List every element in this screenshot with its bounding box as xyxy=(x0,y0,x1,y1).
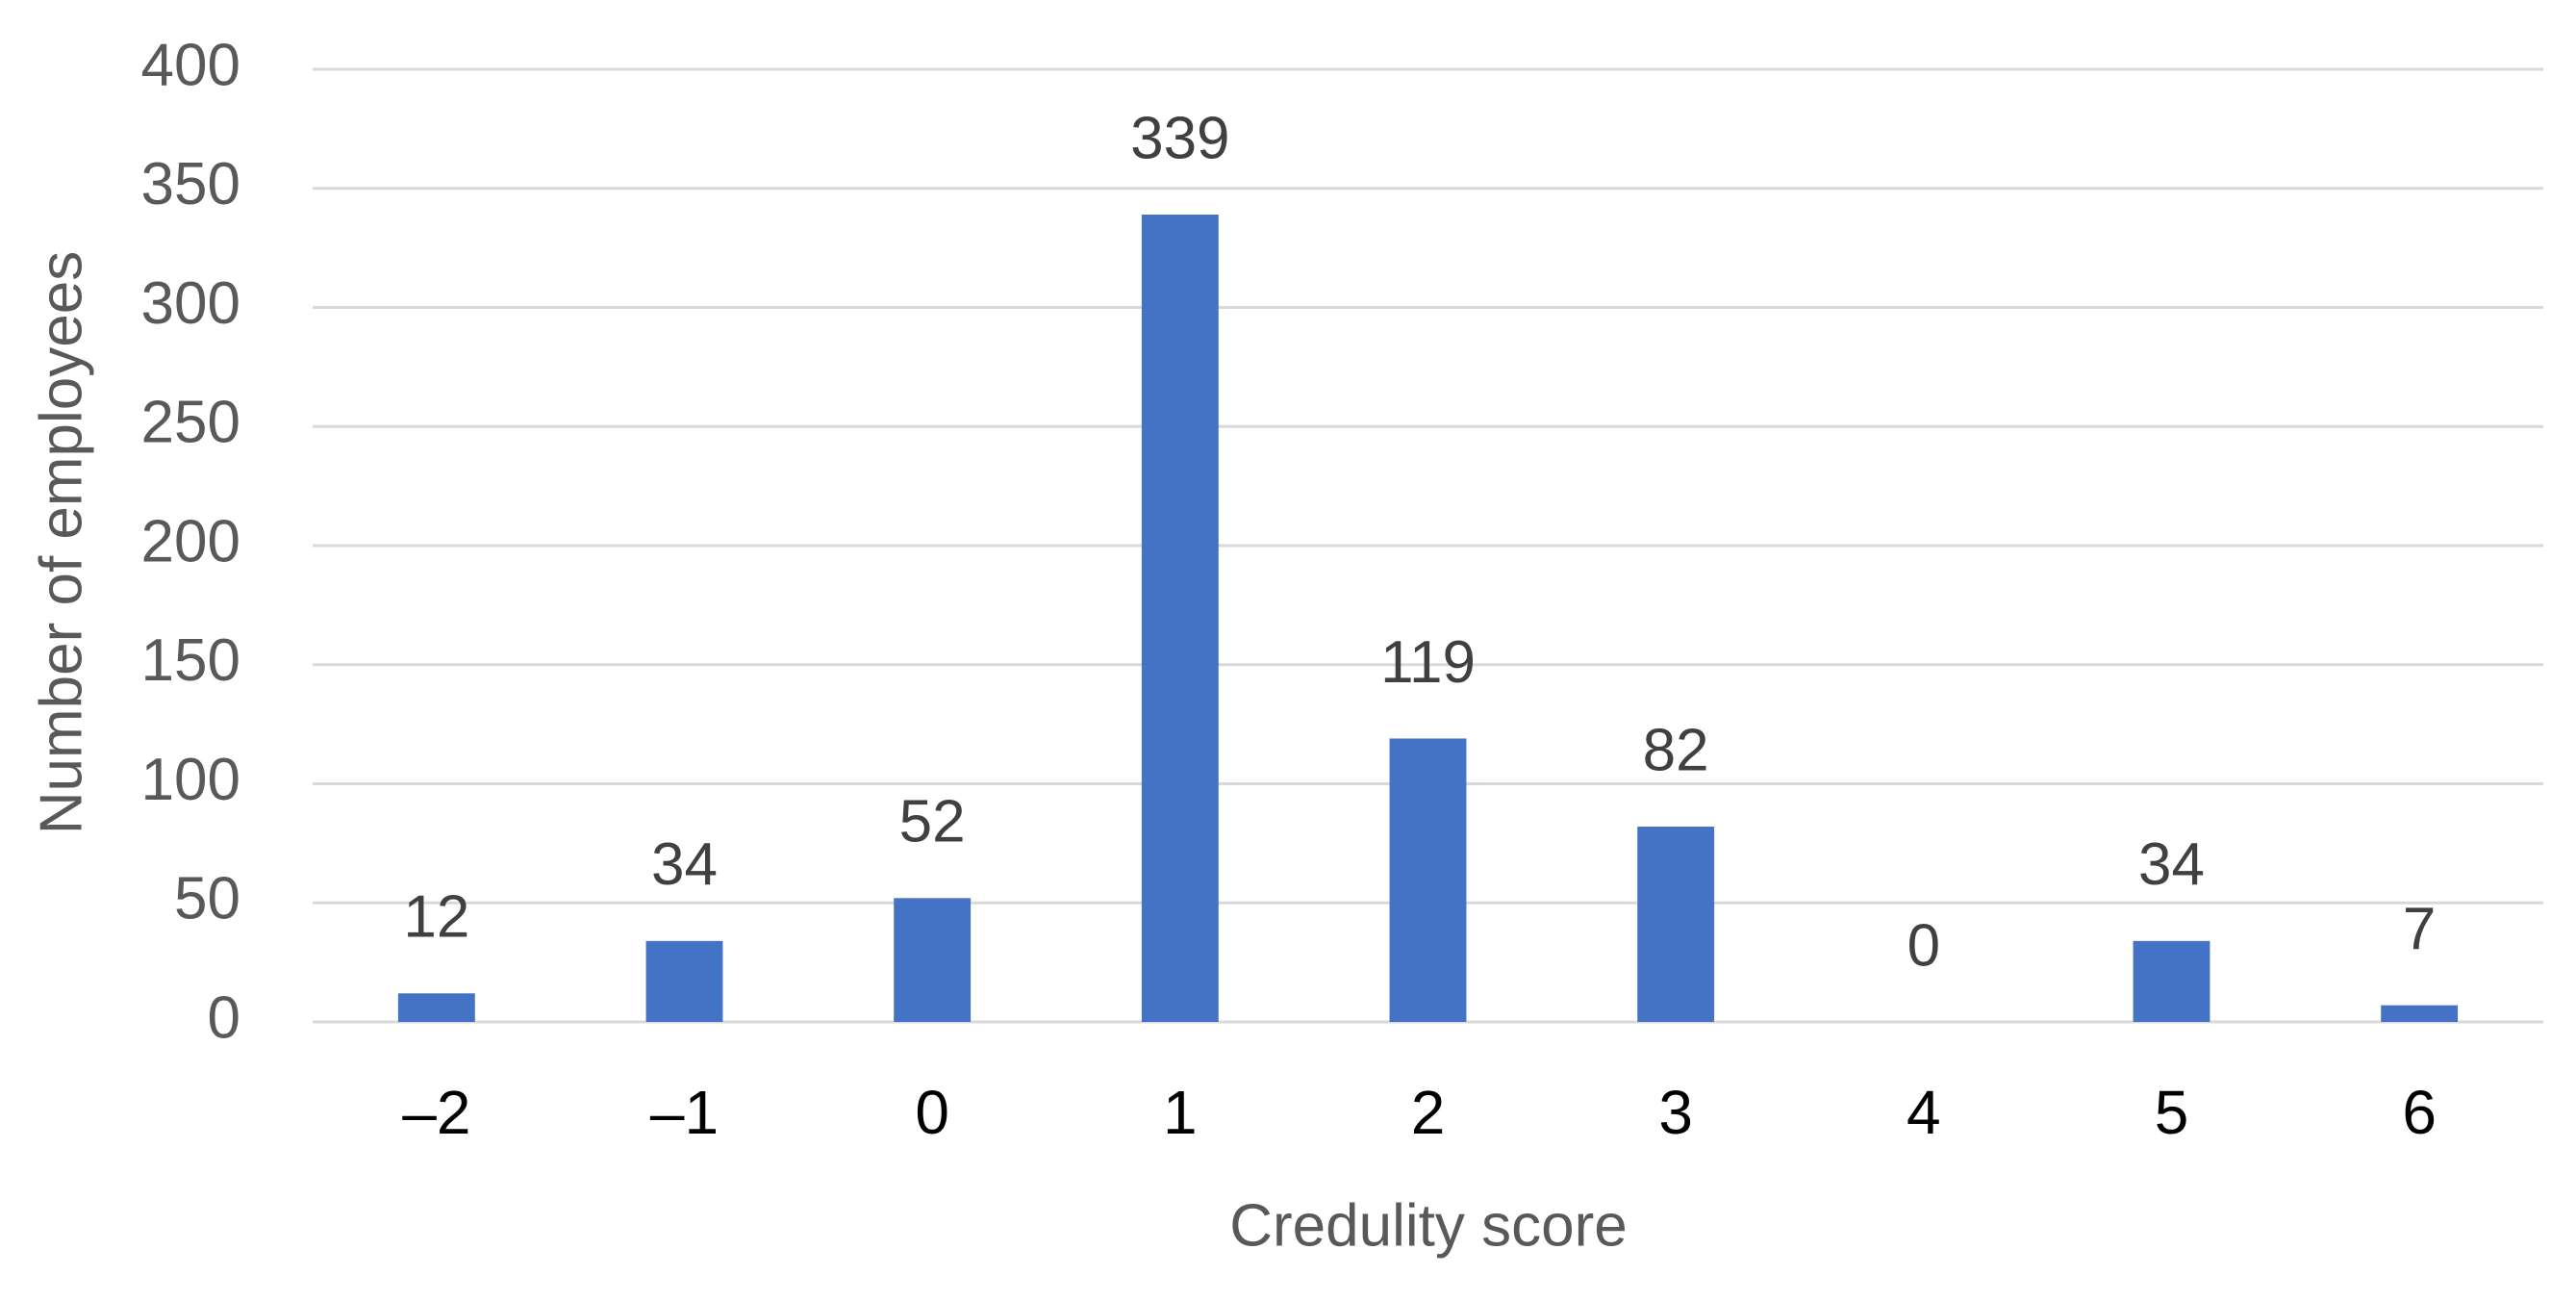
data-label: 339 xyxy=(1130,105,1229,171)
bar xyxy=(2133,940,2210,1022)
data-label: 82 xyxy=(1643,717,1709,783)
x-tick-label: 6 xyxy=(2402,1078,2437,1147)
y-tick-label: 50 xyxy=(174,866,240,932)
x-tick-label: 0 xyxy=(915,1078,949,1147)
bar xyxy=(1637,827,1715,1022)
y-axis-title: Number of employees xyxy=(28,251,94,835)
y-tick-label: 350 xyxy=(141,151,240,217)
bar xyxy=(2381,1005,2459,1022)
y-tick-label: 200 xyxy=(141,508,240,574)
data-label: 34 xyxy=(651,831,718,898)
y-tick-label: 0 xyxy=(208,984,240,1051)
bar xyxy=(645,940,723,1022)
y-tick-label: 100 xyxy=(141,747,240,813)
x-tick-label: 3 xyxy=(1658,1078,1693,1147)
data-label: 34 xyxy=(2138,831,2205,898)
x-tick-label: –2 xyxy=(402,1078,470,1147)
x-tick-label: 4 xyxy=(1907,1078,1941,1147)
x-tick-label: 2 xyxy=(1411,1078,1446,1147)
data-label: 12 xyxy=(403,884,469,951)
data-label: 0 xyxy=(1907,912,1940,979)
bar xyxy=(1141,214,1219,1023)
y-tick-label: 400 xyxy=(141,32,240,98)
bar xyxy=(894,898,972,1022)
y-tick-label: 300 xyxy=(141,270,240,337)
y-tick-label: 150 xyxy=(141,627,240,694)
x-tick-label: 1 xyxy=(1163,1078,1198,1147)
x-tick-label: 5 xyxy=(2155,1078,2189,1147)
x-tick-label: –1 xyxy=(650,1078,719,1147)
y-tick-label: 250 xyxy=(141,390,240,456)
bar xyxy=(397,993,475,1022)
bar xyxy=(1389,738,1467,1022)
data-label: 7 xyxy=(2403,896,2436,962)
x-axis-title: Credulity score xyxy=(1229,1192,1627,1259)
data-label: 119 xyxy=(1380,629,1476,696)
data-label: 52 xyxy=(899,789,966,855)
